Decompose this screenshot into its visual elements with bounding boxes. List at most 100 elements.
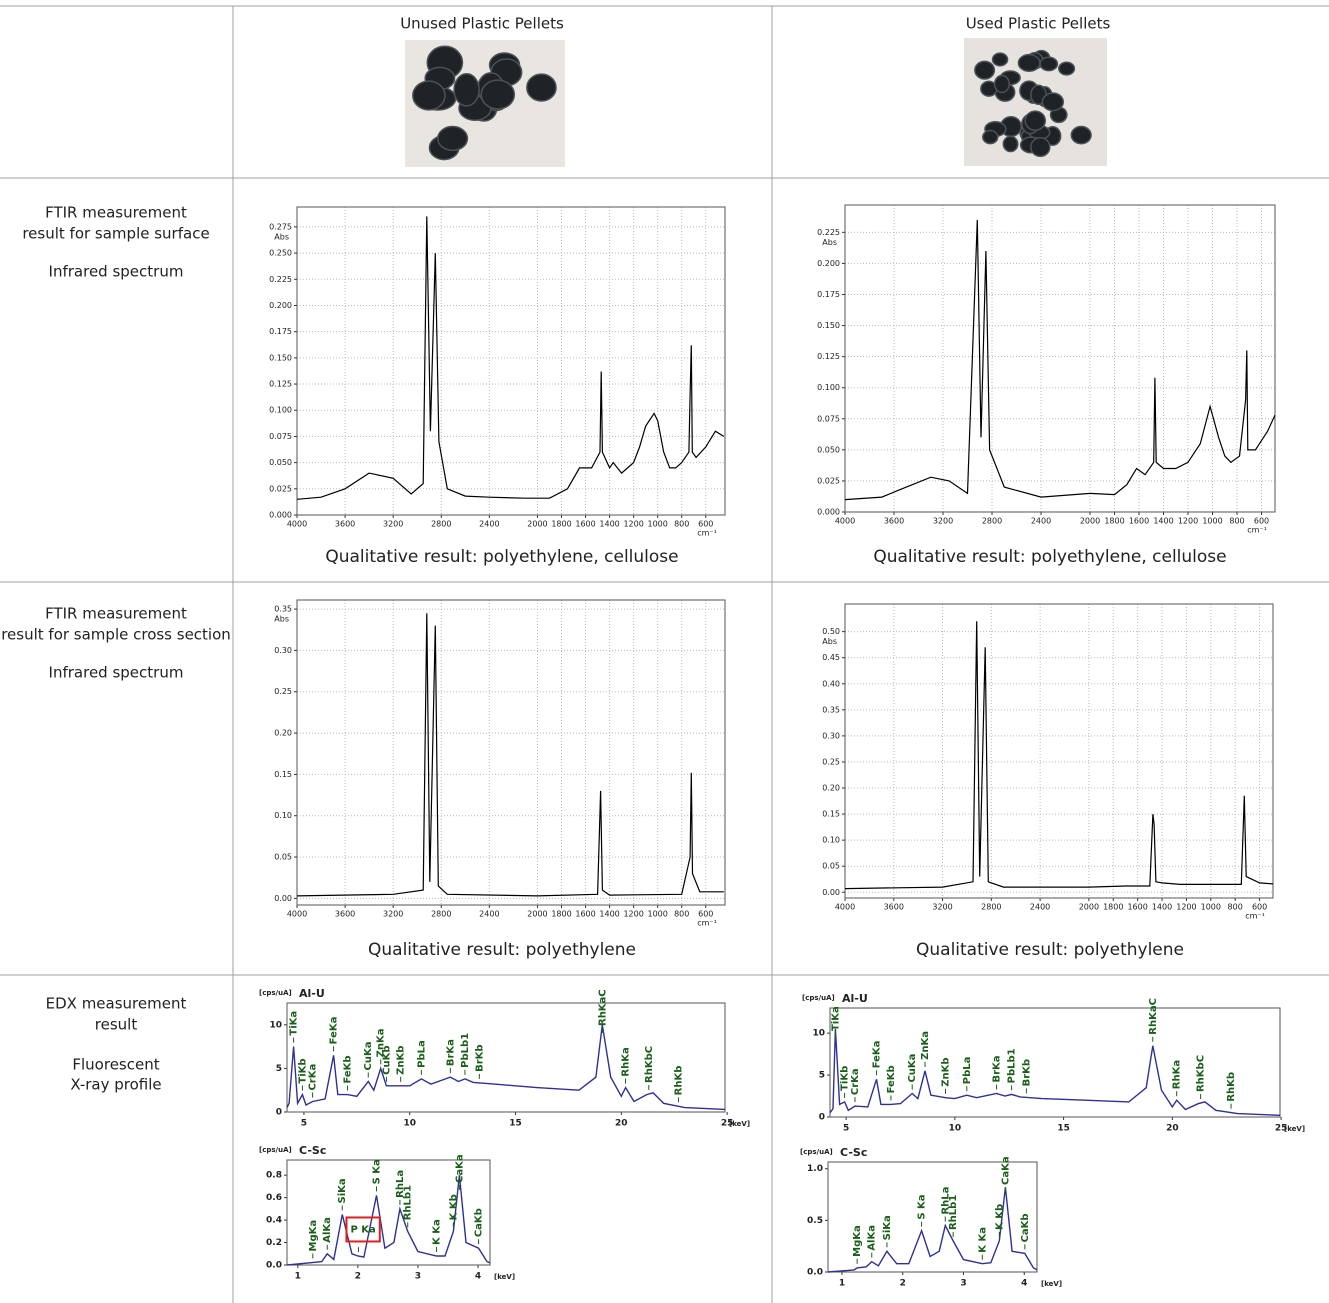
y-tick-label: 0.5 [807, 1216, 823, 1226]
y-tick-label: 0.2 [266, 1238, 282, 1248]
x-tick-label: 1600 [1127, 903, 1147, 912]
x-tick-label: 2000 [1080, 517, 1100, 526]
peak-label: CuKa [907, 1054, 918, 1083]
page: Unused Plastic Pellets Used Plastic Pell… [0, 0, 1329, 1303]
pellet [1071, 127, 1091, 144]
x-tick-label: 15 [509, 1119, 522, 1129]
y-tick-label: 5 [276, 1064, 282, 1074]
row-label: Infrared spectrum [49, 263, 184, 281]
row-label: result for sample cross section [1, 626, 231, 644]
y-axis-unit: Abs [822, 238, 837, 247]
x-axis-unit: cm⁻¹ [1247, 526, 1267, 535]
x-tick-label: 4000 [287, 520, 307, 529]
y-tick-label: 0.125 [269, 380, 292, 389]
x-axis-unit: cm⁻¹ [697, 529, 717, 538]
peak-label: FeKa [872, 1041, 883, 1069]
x-tick-label: 3200 [933, 517, 953, 526]
y-tick-label: 10 [269, 1020, 282, 1030]
row-label: FTIR measurement [45, 605, 187, 623]
pellet [993, 53, 1008, 66]
peak-label: RhKbC [1196, 1055, 1207, 1092]
y-tick-label: 0.35 [822, 705, 840, 714]
x-tick-label: 3200 [383, 520, 403, 529]
pellet [975, 61, 994, 79]
x-tick-label: 1600 [575, 910, 595, 919]
y-axis-unit: [cps/uA] [802, 994, 835, 1002]
peak-label: FeKb [343, 1055, 354, 1083]
y-tick-label: 0.25 [274, 687, 292, 696]
pellet [413, 81, 445, 110]
peak-label: BrKb [1021, 1059, 1032, 1086]
x-tick-label: 2 [900, 1279, 906, 1289]
x-tick-label: 2400 [1030, 903, 1050, 912]
x-tick-label: 2800 [431, 520, 451, 529]
y-tick-label: 0.05 [822, 862, 840, 871]
peak-label: RhKb [1226, 1072, 1237, 1102]
pellet [1059, 62, 1075, 75]
pellet [1040, 57, 1057, 70]
x-tick-label: 20 [1166, 1124, 1179, 1134]
peak-label: K Kb [448, 1194, 459, 1220]
y-tick-label: 0.150 [269, 353, 292, 362]
pellet [1031, 138, 1050, 157]
x-tick-label: 2000 [1079, 903, 1099, 912]
y-tick-label: 0.25 [822, 757, 840, 766]
chart-title: Al-U [842, 992, 868, 1005]
peak-label: MgKa [308, 1220, 319, 1252]
pellet [1025, 111, 1045, 130]
y-tick-label: 0.00 [822, 888, 840, 897]
chart-title: Al-U [299, 987, 325, 1000]
pellet [1018, 55, 1039, 72]
y-tick-label: 0.50 [822, 627, 840, 636]
y-axis-unit: [cps/uA] [259, 1146, 292, 1154]
y-tick-label: 0.35 [274, 605, 292, 614]
peak-label: TiKa [830, 1006, 841, 1031]
x-tick-label: 1 [295, 1272, 301, 1282]
pellet [438, 127, 468, 151]
y-tick-label: 0.05 [274, 853, 292, 862]
y-tick-label: 5 [819, 1071, 825, 1081]
pellet [527, 74, 556, 101]
y-tick-label: 0.000 [817, 508, 840, 517]
x-tick-label: 2 [355, 1272, 361, 1282]
x-tick-label: 3600 [884, 903, 904, 912]
x-tick-label: 1400 [1153, 517, 1173, 526]
peak-label: K Ka [432, 1219, 443, 1245]
y-tick-label: 0 [819, 1113, 825, 1123]
x-tick-label: 2800 [982, 517, 1002, 526]
peak-label: ZnKb [396, 1046, 407, 1075]
peak-label: CrKa [308, 1064, 319, 1091]
peak-label: CaKb [474, 1208, 485, 1237]
y-axis-unit: Abs [274, 232, 289, 241]
x-tick-label: 800 [674, 910, 689, 919]
x-tick-label: 1000 [647, 910, 667, 919]
x-tick-label: 3200 [932, 903, 952, 912]
y-tick-label: 0.150 [817, 321, 840, 330]
y-tick-label: 0.00 [274, 894, 292, 903]
x-tick-label: 2800 [981, 903, 1001, 912]
peak-label: K Ka [977, 1227, 988, 1253]
x-tick-label: 3 [415, 1272, 421, 1282]
result-text: Qualitative result: polyethylene [368, 940, 636, 960]
peak-label: BrKb [474, 1044, 485, 1071]
column-header: Used Plastic Pellets [966, 15, 1111, 33]
x-tick-label: 1800 [1104, 517, 1124, 526]
x-tick-label: 1800 [551, 910, 571, 919]
y-tick-label: 0.100 [817, 383, 840, 392]
x-tick-label: 1600 [1129, 517, 1149, 526]
chart-title: C-Sc [840, 1146, 867, 1159]
x-tick-label: 2400 [479, 910, 499, 919]
pellet [995, 76, 1010, 93]
peak-label: PbLa [416, 1040, 427, 1068]
y-axis-unit: [cps/uA] [259, 989, 292, 997]
pellet [481, 80, 514, 109]
x-tick-label: 600 [698, 520, 713, 529]
peak-label: RhKaC [597, 989, 608, 1026]
peak-label: CaKa [1000, 1156, 1011, 1185]
y-tick-label: 0.20 [822, 784, 840, 793]
y-tick-label: 0.175 [817, 290, 840, 299]
y-tick-label: 0.8 [266, 1171, 282, 1181]
y-tick-label: 0.30 [822, 731, 840, 740]
peak-label: TiKb [840, 1066, 851, 1091]
x-axis-unit: [keV] [494, 1273, 515, 1281]
